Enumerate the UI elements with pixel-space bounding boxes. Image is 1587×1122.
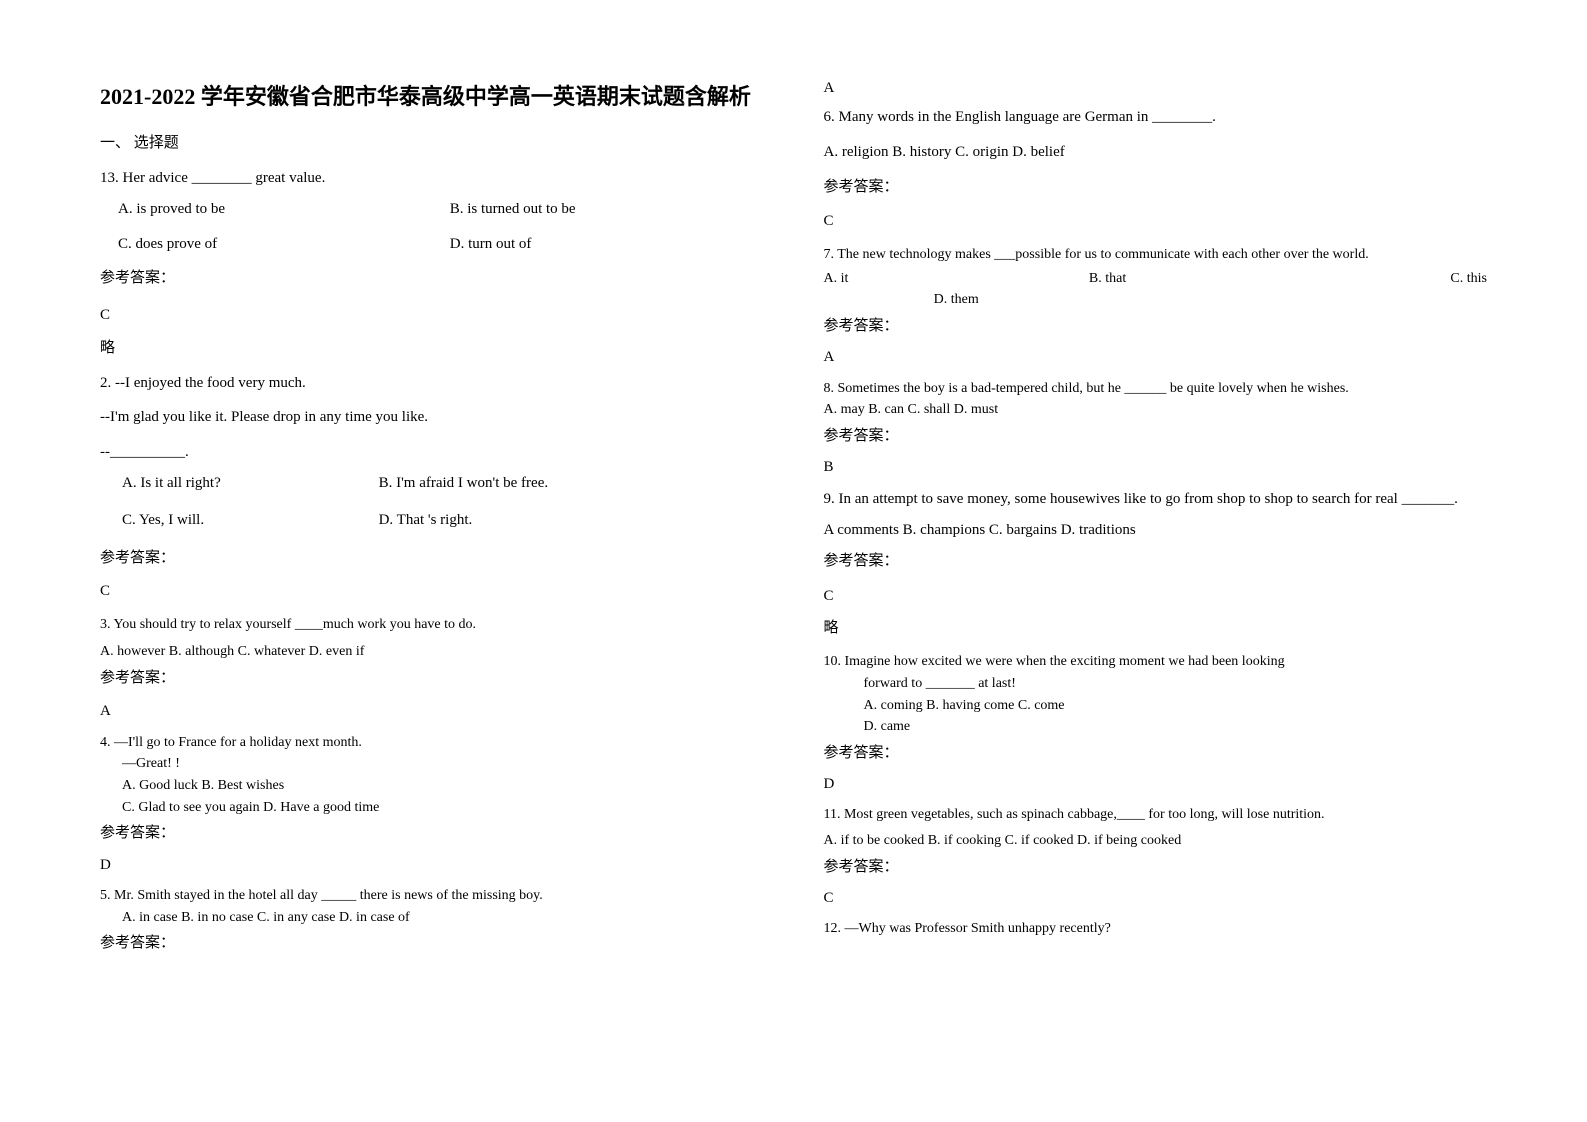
question-13: 13. Her advice ________ great value. A. … xyxy=(100,166,764,361)
q13-opt-a: A. is proved to be xyxy=(100,197,432,222)
q12-stem: 12. —Why was Professor Smith unhappy rec… xyxy=(824,918,1488,940)
q3-stem: 3. You should try to relax yourself ____… xyxy=(100,614,764,636)
question-12: 12. —Why was Professor Smith unhappy rec… xyxy=(824,918,1488,940)
q6-stem: 6. Many words in the English language ar… xyxy=(824,105,1488,130)
q4-opts2: C. Glad to see you again D. Have a good … xyxy=(100,797,764,819)
question-3: 3. You should try to relax yourself ____… xyxy=(100,614,764,724)
right-column: A 6. Many words in the English language … xyxy=(824,80,1488,962)
q9-ans: C xyxy=(824,584,1488,609)
q2-opt-d: D. That 's right. xyxy=(379,508,764,533)
q7-opt-a: A. it xyxy=(824,268,1089,290)
q8-stem: 8. Sometimes the boy is a bad-tempered c… xyxy=(824,378,1488,400)
q13-stem: 13. Her advice ________ great value. xyxy=(100,166,764,191)
question-9: 9. In an attempt to save money, some hou… xyxy=(824,487,1488,641)
q4-ans-label: 参考答案： xyxy=(100,822,764,845)
q10-ans-label: 参考答案： xyxy=(824,742,1488,765)
q2-ans-label: 参考答案： xyxy=(100,546,764,571)
q11-stem: 11. Most green vegetables, such as spina… xyxy=(824,804,1488,826)
q6-ans-label: 参考答案： xyxy=(824,175,1488,200)
question-7: 7. The new technology makes ___possible … xyxy=(824,244,1488,370)
question-4: 4. —I'll go to France for a holiday next… xyxy=(100,732,764,877)
q4-l2: —Great! ! xyxy=(100,753,764,775)
q3-ans-label: 参考答案： xyxy=(100,667,764,690)
q9-skip: 略 xyxy=(824,616,1488,641)
question-6: 6. Many words in the English language ar… xyxy=(824,105,1488,234)
q2-ans: C xyxy=(100,579,764,604)
q5-opts: A. in case B. in no case C. in any case … xyxy=(100,907,764,929)
q11-ans-label: 参考答案： xyxy=(824,856,1488,879)
q13-opt-d: D. turn out of xyxy=(432,232,764,257)
q6-ans: C xyxy=(824,209,1488,234)
q7-ans-label: 参考答案： xyxy=(824,315,1488,338)
q2-l3: --__________. xyxy=(100,440,764,465)
q10-ans: D xyxy=(824,773,1488,796)
question-11: 11. Most green vegetables, such as spina… xyxy=(824,804,1488,910)
q2-l1: 2. --I enjoyed the food very much. xyxy=(100,371,764,396)
question-8: 8. Sometimes the boy is a bad-tempered c… xyxy=(824,378,1488,480)
question-5: 5. Mr. Smith stayed in the hotel all day… xyxy=(100,885,764,956)
q8-opts: A. may B. can C. shall D. must xyxy=(824,399,1488,421)
question-2: 2. --I enjoyed the food very much. --I'm… xyxy=(100,371,764,604)
left-column: 2021-2022 学年安徽省合肥市华泰高级中学高一英语期末试题含解析 一、 选… xyxy=(100,80,764,962)
q2-opt-c: C. Yes, I will. xyxy=(122,508,379,533)
q4-opts1: A. Good luck B. Best wishes xyxy=(100,775,764,797)
q4-ans: D xyxy=(100,854,764,877)
question-10: 10. Imagine how excited we were when the… xyxy=(824,651,1488,796)
q7-opt-c: C. this xyxy=(1354,268,1487,290)
q7-ans: A xyxy=(824,346,1488,369)
q11-ans: C xyxy=(824,887,1488,910)
q6-opts: A. religion B. history C. origin D. beli… xyxy=(824,140,1488,165)
q9-opts: A comments B. champions C. bargains D. t… xyxy=(824,518,1488,543)
q11-opts: A. if to be cooked B. if cooking C. if c… xyxy=(824,830,1488,852)
q5-ans: A xyxy=(824,80,1488,97)
q8-ans-label: 参考答案： xyxy=(824,425,1488,448)
q10-l2: forward to _______ at last! xyxy=(824,673,1488,695)
q10-l1: 10. Imagine how excited we were when the… xyxy=(824,651,1488,673)
q2-opt-a: A. Is it all right? xyxy=(122,471,379,496)
q13-opt-b: B. is turned out to be xyxy=(432,197,764,222)
q9-ans-label: 参考答案： xyxy=(824,549,1488,574)
q13-skip: 略 xyxy=(100,336,764,361)
q9-stem: 9. In an attempt to save money, some hou… xyxy=(824,487,1488,512)
q4-l1: 4. —I'll go to France for a holiday next… xyxy=(100,732,764,754)
q10-opts1: A. coming B. having come C. come xyxy=(824,695,1488,717)
page-root: 2021-2022 学年安徽省合肥市华泰高级中学高一英语期末试题含解析 一、 选… xyxy=(100,80,1487,962)
q13-opt-c: C. does prove of xyxy=(100,232,432,257)
q5-ans-label: 参考答案： xyxy=(100,932,764,955)
q3-ans: A xyxy=(100,700,764,723)
q5-stem: 5. Mr. Smith stayed in the hotel all day… xyxy=(100,885,764,907)
q7-opt-d: D. them xyxy=(824,289,1089,311)
q13-ans-label: 参考答案： xyxy=(100,266,764,291)
q3-opts: A. however B. although C. whatever D. ev… xyxy=(100,641,764,663)
q13-ans: C xyxy=(100,303,764,328)
section-heading: 一、 选择题 xyxy=(100,131,764,152)
q10-opts2: D. came xyxy=(824,716,1488,738)
doc-title: 2021-2022 学年安徽省合肥市华泰高级中学高一英语期末试题含解析 xyxy=(100,80,764,113)
q2-l2: --I'm glad you like it. Please drop in a… xyxy=(100,405,764,430)
q7-opt-b: B. that xyxy=(1089,268,1354,290)
q7-stem: 7. The new technology makes ___possible … xyxy=(824,244,1488,266)
q2-opt-b: B. I'm afraid I won't be free. xyxy=(379,471,764,496)
q8-ans: B xyxy=(824,456,1488,479)
